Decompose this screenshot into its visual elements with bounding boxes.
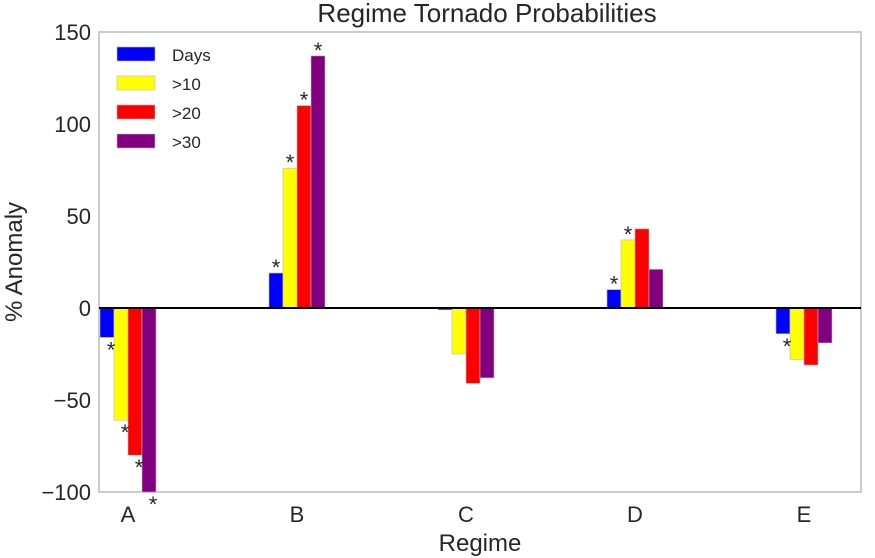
significance-star: *: [272, 255, 281, 280]
y-tick-label: 150: [54, 20, 91, 45]
significance-star: *: [300, 88, 309, 113]
bar-A-gt10: [113, 307, 129, 421]
legend-label: >10: [172, 75, 201, 94]
y-tick-label: 0: [79, 296, 91, 321]
bar-D-gt20: [634, 228, 650, 309]
x-tick-label: C: [458, 502, 474, 527]
x-axis-label: Regime: [439, 530, 522, 557]
legend-swatch: [116, 46, 156, 62]
bar-C-gt10: [451, 307, 467, 355]
y-tick-label: −100: [41, 480, 91, 505]
x-tick-label: D: [627, 502, 643, 527]
y-axis-label: % Anomaly: [1, 202, 28, 322]
legend-label: >30: [172, 133, 201, 152]
bar-A-gt30: [141, 307, 157, 493]
significance-star: *: [135, 455, 144, 480]
significance-star: *: [610, 272, 619, 297]
significance-star: *: [121, 420, 130, 445]
significance-star: *: [107, 337, 116, 362]
significance-star: *: [286, 150, 295, 175]
bar-B-gt10: [282, 167, 298, 309]
bar-E-gt10: [789, 307, 805, 360]
x-tick-label: A: [121, 502, 136, 527]
bar-E-Days: [775, 307, 791, 335]
legend-label: >20: [172, 104, 201, 123]
significance-star: *: [149, 492, 158, 517]
x-tick-label: B: [290, 502, 305, 527]
chart-title: Regime Tornado Probabilities: [317, 0, 656, 28]
bar-D-gt30: [648, 269, 664, 309]
x-axis-ticks: A B C D E: [121, 502, 812, 527]
y-axis-ticks: −100 −50 0 50 100 150: [41, 20, 91, 505]
bar-E-gt20: [803, 307, 819, 366]
legend-swatch: [116, 133, 156, 149]
bars-group: [99, 55, 833, 493]
legend: Days >10 >20 >30: [116, 46, 211, 152]
y-tick-label: 50: [67, 204, 91, 229]
y-tick-label: 100: [54, 112, 91, 137]
legend-label: Days: [172, 46, 211, 65]
x-tick-label: E: [797, 502, 812, 527]
significance-star: *: [314, 38, 323, 63]
plot-area: [98, 31, 862, 493]
legend-swatch: [116, 104, 156, 120]
bar-A-gt20: [127, 307, 143, 456]
bar-C-gt30: [479, 307, 495, 379]
bar-E-gt30: [817, 307, 833, 344]
significance-star: *: [624, 222, 633, 247]
y-tick-label: −50: [54, 388, 91, 413]
bar-C-gt20: [465, 307, 481, 384]
significance-markers: ***********: [107, 38, 792, 517]
bar-D-gt10: [620, 239, 636, 309]
significance-star: *: [783, 334, 792, 359]
bar-A-Days: [99, 307, 115, 338]
bar-B-gt20: [296, 105, 312, 309]
legend-swatch: [116, 75, 156, 91]
bar-B-gt30: [310, 55, 326, 309]
